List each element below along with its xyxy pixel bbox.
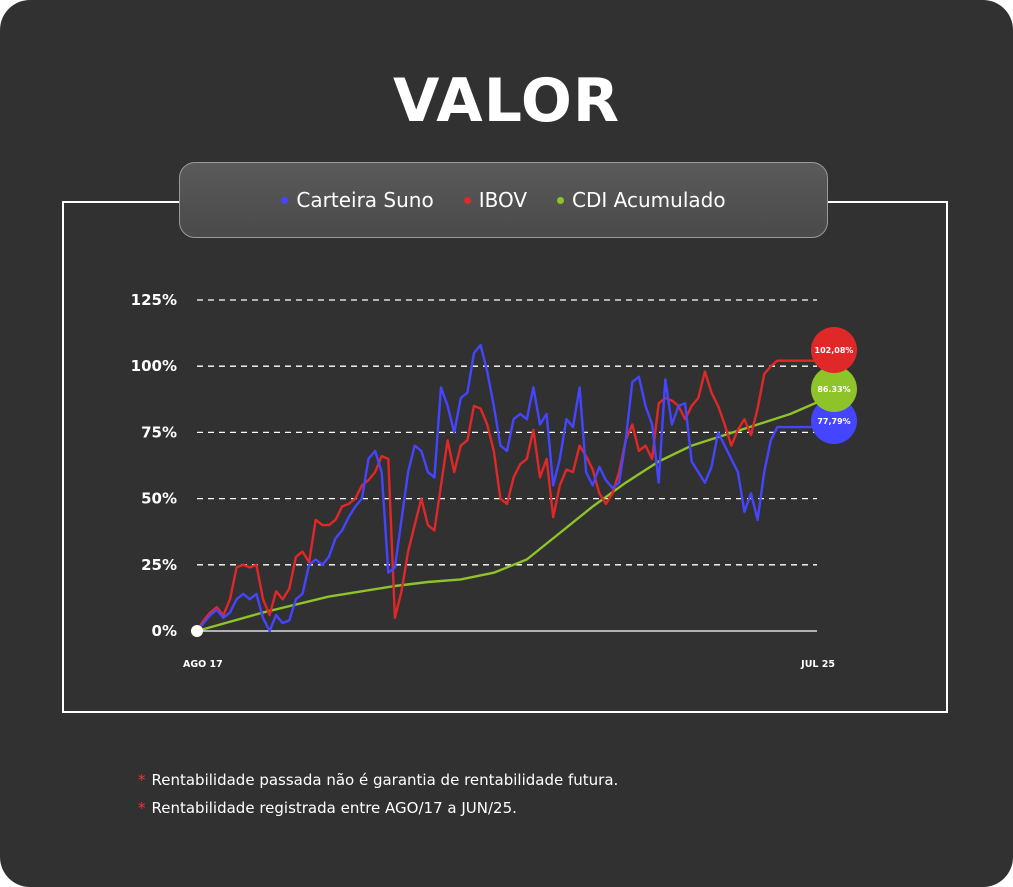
end-value-label-ibov: 102,08% <box>815 346 854 355</box>
footnote-1-text: Rentabilidade passada não é garantia de … <box>151 771 619 789</box>
y-tick-label: 75% <box>141 423 177 441</box>
y-tick-label: 25% <box>141 556 177 574</box>
legend-item-cdi[interactable]: CDI Acumulado <box>557 188 726 212</box>
legend-label-cdi: CDI Acumulado <box>572 188 726 212</box>
legend-dot-carteira-suno <box>281 196 289 204</box>
end-value-label-cdi-acumulado: 86.33% <box>817 385 850 394</box>
legend-label-ibov: IBOV <box>478 188 528 212</box>
legend-dot-ibov <box>463 196 471 204</box>
asterisk-icon: * <box>138 771 146 789</box>
x-tick-label: JUL 25 <box>800 659 835 670</box>
legend-item-carteira-suno[interactable]: Carteira Suno <box>281 188 434 212</box>
y-tick-label: 100% <box>131 357 177 375</box>
footnote-1: * Rentabilidade passada não é garantia de… <box>138 766 618 794</box>
y-tick-label: 0% <box>152 622 177 640</box>
y-tick-label: 50% <box>141 490 177 508</box>
legend-label-carteira-suno: Carteira Suno <box>296 188 434 212</box>
footnotes: * Rentabilidade passada não é garantia de… <box>138 766 618 822</box>
end-value-label-carteira-suno: 77,79% <box>817 417 850 426</box>
chart-legend: Carteira Suno IBOV CDI Acumulado <box>179 162 828 238</box>
end-badge-ibov <box>811 327 857 373</box>
footnote-2-text: Rentabilidade registrada entre AGO/17 a … <box>151 799 517 817</box>
origin-marker <box>191 625 203 637</box>
footnote-2: * Rentabilidade registrada entre AGO/17 a… <box>138 794 618 822</box>
y-tick-label: 125% <box>131 291 177 309</box>
end-badge-carteira-suno <box>811 398 857 444</box>
end-badge-cdi-acumulado <box>811 366 857 412</box>
legend-item-ibov[interactable]: IBOV <box>463 188 528 212</box>
x-tick-label: AGO 17 <box>183 659 223 670</box>
series-line-ibov <box>195 359 819 633</box>
series-line-cdi-acumulado <box>195 401 819 633</box>
series-line-carteira-suno <box>195 343 819 633</box>
chart-title: VALOR <box>392 66 621 136</box>
asterisk-icon: * <box>138 799 146 817</box>
legend-dot-cdi <box>557 196 565 204</box>
